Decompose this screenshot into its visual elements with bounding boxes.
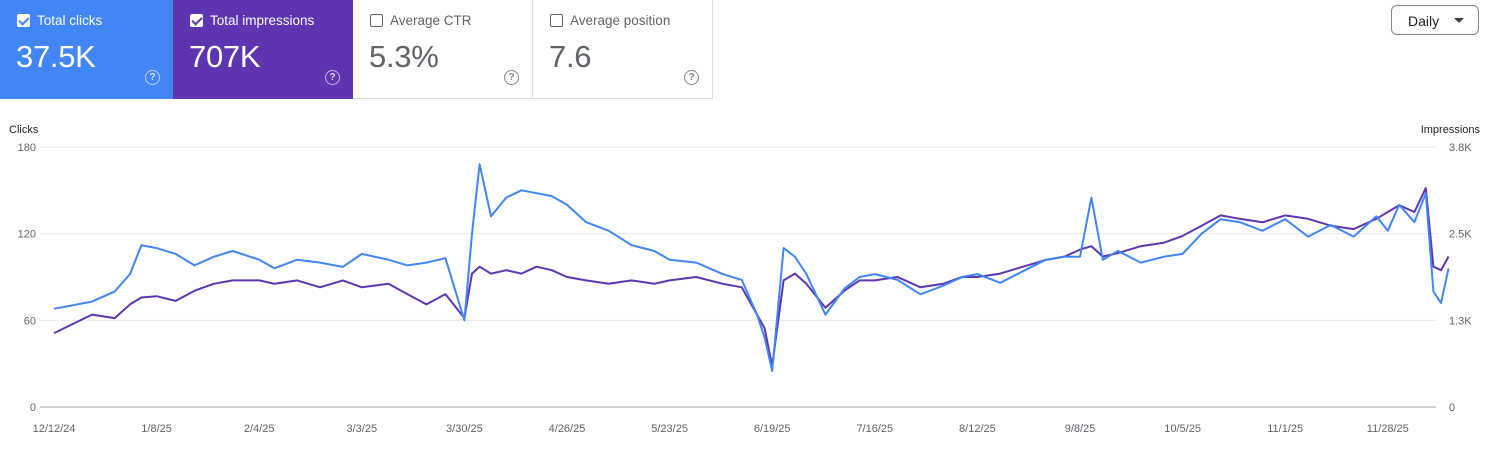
left-tick-label: 180: [18, 142, 36, 154]
x-tick-label: 4/26/25: [549, 423, 586, 435]
help-icon[interactable]: ?: [325, 70, 340, 85]
left-tick-label: 60: [24, 315, 36, 327]
right-tick-label: 2.5K: [1449, 229, 1472, 241]
x-tick-label: 1/8/25: [141, 423, 172, 435]
metric-value: 707K: [189, 39, 261, 74]
metric-value: 37.5K: [16, 39, 96, 74]
x-tick-label: 2/4/25: [244, 423, 275, 435]
metric-label: Average position: [570, 13, 671, 28]
x-tick-label: 11/28/25: [1367, 423, 1409, 435]
metric-card-total-impressions[interactable]: Total impressions 707K ?: [173, 0, 353, 99]
x-tick-label: 3/30/25: [446, 423, 483, 435]
granularity-dropdown[interactable]: Daily: [1391, 5, 1479, 35]
right-tick-label: 1.3K: [1449, 315, 1472, 327]
metric-card-header: Average position: [550, 13, 670, 28]
metric-label: Total impressions: [210, 13, 315, 28]
metric-card-average-ctr[interactable]: Average CTR 5.3% ?: [353, 0, 533, 99]
checkbox-checked-icon[interactable]: [17, 14, 30, 27]
x-tick-label: 3/3/25: [347, 423, 378, 435]
series-line-total-clicks: [53, 163, 1450, 372]
right-tick-label: 0: [1449, 402, 1455, 414]
right-axis-ticks: 3.8K 2.5K 1.3K 0: [1449, 142, 1472, 414]
performance-chart: Clicks Impressions 180 120 60 0 3.8K 2.5K 1.3…: [9, 124, 1481, 435]
checkbox-unchecked-icon[interactable]: [550, 14, 563, 27]
help-icon[interactable]: ?: [145, 70, 160, 85]
x-axis-ticks: 12/12/24 1/8/25 2/4/25 3/3/25 3/30/25 4/26/25…: [33, 423, 1409, 435]
x-tick-label: 8/12/25: [959, 423, 996, 435]
checkbox-unchecked-icon[interactable]: [370, 14, 383, 27]
series-lines: [53, 163, 1450, 372]
metric-label: Total clicks: [37, 13, 103, 28]
metric-card-average-position[interactable]: Average position 7.6 ?: [533, 0, 713, 99]
right-axis-title: Impressions: [1421, 124, 1481, 136]
metric-card-header: Total impressions: [190, 13, 314, 28]
right-tick-label: 3.8K: [1449, 142, 1472, 154]
metric-card-header: Average CTR: [370, 13, 472, 28]
metric-cards: Total clicks 37.5K ? Total impressions 7…: [0, 0, 713, 99]
metric-card-total-clicks[interactable]: Total clicks 37.5K ?: [0, 0, 173, 99]
left-tick-label: 0: [30, 402, 36, 414]
left-axis-title: Clicks: [9, 124, 39, 136]
left-tick-label: 120: [18, 229, 36, 241]
left-axis-ticks: 180 120 60 0: [18, 142, 36, 414]
series-line-total-impressions: [53, 187, 1450, 367]
metric-value: 5.3%: [369, 39, 439, 74]
x-tick-label: 10/5/25: [1164, 423, 1201, 435]
x-tick-label: 12/12/24: [33, 423, 76, 435]
x-tick-label: 9/8/25: [1065, 423, 1096, 435]
x-tick-label: 5/23/25: [651, 423, 688, 435]
metric-card-header: Total clicks: [17, 13, 102, 28]
checkbox-checked-icon[interactable]: [190, 14, 203, 27]
metric-label: Average CTR: [390, 13, 472, 28]
x-tick-label: 6/19/25: [754, 423, 791, 435]
metric-value: 7.6: [549, 39, 592, 74]
x-tick-label: 7/16/25: [856, 423, 893, 435]
help-icon[interactable]: ?: [504, 70, 519, 85]
caret-down-icon: [1454, 18, 1464, 23]
granularity-label: Daily: [1408, 13, 1440, 29]
gridlines: [40, 146, 1436, 408]
help-icon[interactable]: ?: [684, 70, 699, 85]
x-tick-label: 11/1/25: [1267, 423, 1303, 435]
